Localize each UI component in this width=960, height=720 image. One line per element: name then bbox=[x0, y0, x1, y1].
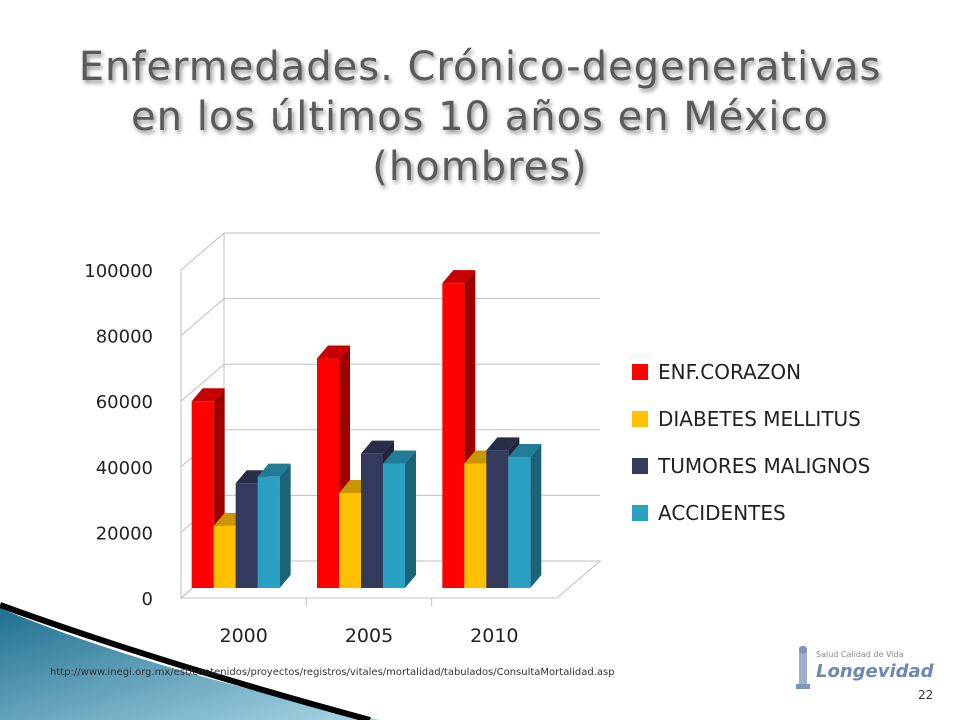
bar-top bbox=[257, 463, 291, 477]
page-number: 22 bbox=[918, 688, 934, 702]
legend-label: ACCIDENTES bbox=[658, 500, 786, 525]
bar-top bbox=[383, 450, 416, 464]
bar-top bbox=[486, 437, 520, 451]
page-title: Enfermedades. Crónico-degenerativas en l… bbox=[40, 42, 920, 192]
bar bbox=[339, 493, 361, 588]
legend-swatch bbox=[632, 410, 648, 427]
bar bbox=[383, 463, 405, 588]
legend-item: TUMORES MALIGNOS bbox=[632, 442, 870, 489]
source-citation: http://www.inegi.org.mx/est/contenidos/p… bbox=[50, 667, 615, 678]
bar-top bbox=[442, 270, 476, 284]
bar-side bbox=[405, 450, 416, 588]
x-tick-label: 2000 bbox=[219, 625, 267, 647]
bar-top bbox=[191, 388, 225, 402]
longevidad-logo: Salud Calidad de Vida Longevidad bbox=[794, 644, 934, 692]
x-tick-label: 2010 bbox=[470, 625, 518, 647]
bar bbox=[191, 401, 214, 588]
chart-legend: ENF.CORAZON DIABETES MELLITUS TUMORES MA… bbox=[632, 348, 870, 536]
y-tick-label: 0 bbox=[142, 589, 153, 610]
bar-side bbox=[530, 443, 542, 588]
legend-swatch bbox=[632, 504, 648, 521]
legend-swatch bbox=[632, 457, 648, 474]
logo-name: Longevidad bbox=[816, 661, 934, 682]
bar bbox=[213, 525, 236, 588]
legend-label: TUMORES MALIGNOS bbox=[658, 453, 871, 478]
bar-side bbox=[279, 463, 291, 588]
bar bbox=[464, 463, 487, 588]
gridline-side bbox=[180, 363, 225, 402]
bar-top bbox=[317, 345, 350, 359]
title-line-3: (hombres) bbox=[372, 144, 588, 190]
legend-item: DIABETES MELLITUS bbox=[632, 395, 870, 442]
legend-swatch bbox=[632, 363, 648, 380]
bar bbox=[508, 456, 531, 588]
y-tick-label: 40000 bbox=[96, 458, 153, 479]
logo-figure-icon bbox=[796, 646, 810, 689]
bar bbox=[235, 483, 258, 588]
bar-top bbox=[508, 443, 542, 457]
y-tick-label: 20000 bbox=[96, 523, 153, 544]
logo-tagline: Salud Calidad de Vida bbox=[816, 650, 904, 659]
x-tick-label: 2005 bbox=[345, 625, 393, 647]
y-tick-label: 60000 bbox=[96, 392, 153, 413]
bar-top bbox=[361, 440, 394, 454]
gridline-side bbox=[180, 232, 225, 271]
bar bbox=[317, 358, 339, 588]
legend-label: DIABETES MELLITUS bbox=[658, 406, 861, 431]
title-line-2: en los últimos 10 años en México bbox=[131, 94, 829, 140]
legend-item: ENF.CORAZON bbox=[632, 348, 870, 395]
bar bbox=[442, 283, 465, 588]
decorative-swoosh bbox=[0, 602, 380, 720]
title-line-1: Enfermedades. Crónico-degenerativas bbox=[78, 44, 882, 90]
y-tick-label: 80000 bbox=[96, 327, 153, 348]
legend-label: ENF.CORAZON bbox=[658, 359, 802, 384]
gridline-side bbox=[180, 298, 225, 336]
y-tick-label: 100000 bbox=[84, 261, 153, 282]
bar bbox=[486, 450, 509, 588]
bar bbox=[361, 453, 383, 588]
legend-item: ACCIDENTES bbox=[632, 489, 870, 536]
bar bbox=[257, 476, 280, 588]
